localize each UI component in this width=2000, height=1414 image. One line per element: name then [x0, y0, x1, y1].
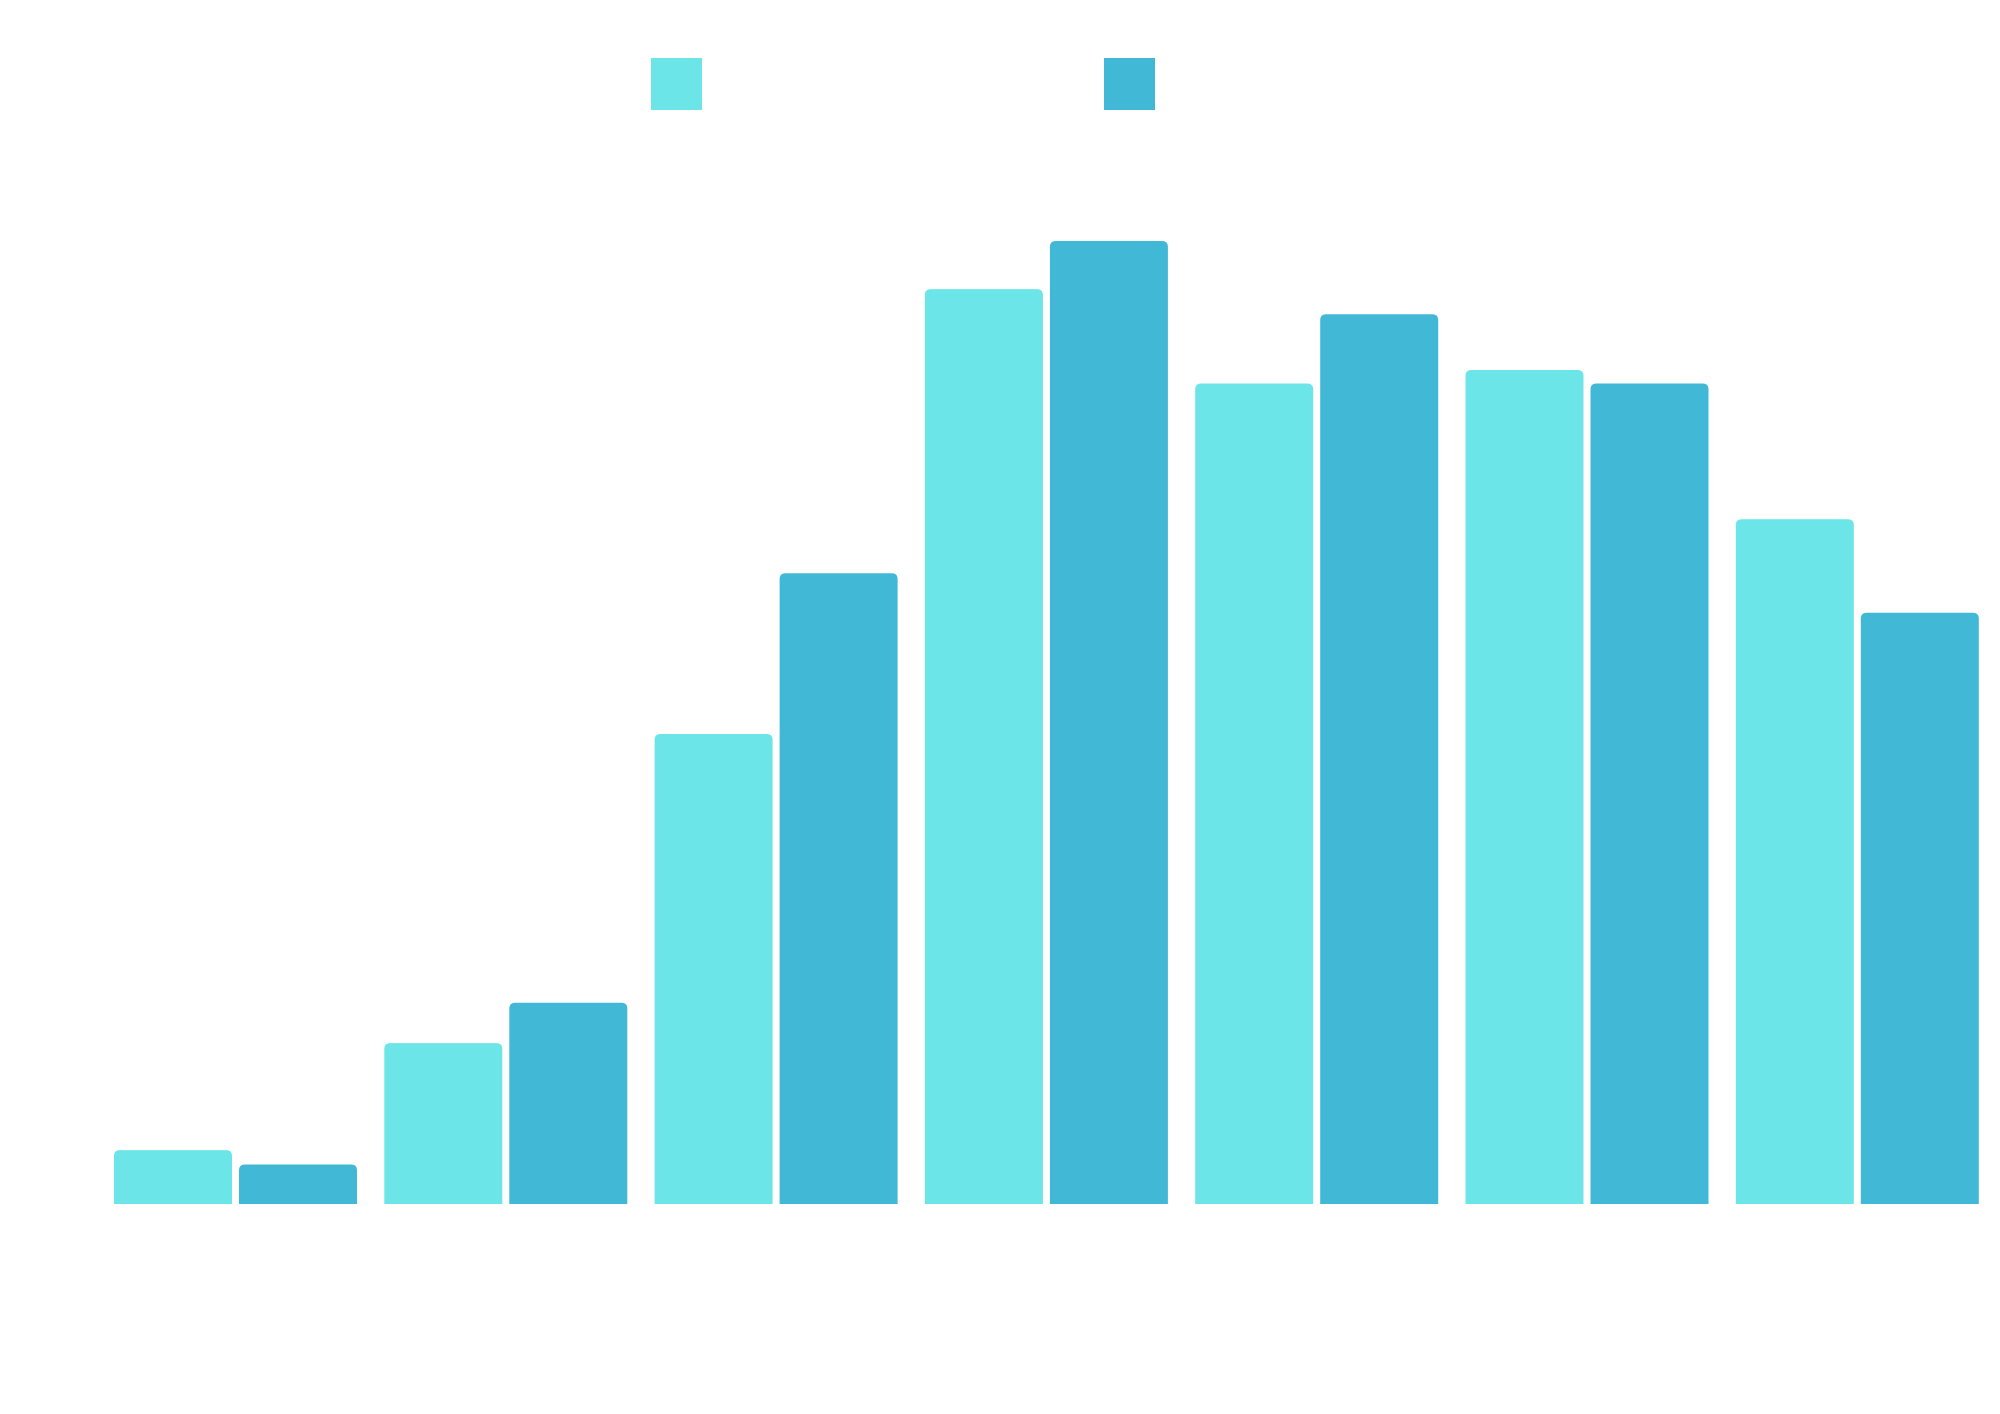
- bar-series-1-category-4: [924, 289, 1043, 1204]
- bar-series-2-category-2: [509, 1002, 628, 1204]
- legend-swatch-series-1: [651, 58, 702, 110]
- legend-swatch-series-2: [1104, 58, 1155, 110]
- bar-series-2-category-3: [779, 573, 898, 1204]
- bar-series-2-category-6: [1590, 383, 1709, 1204]
- bar-series-2-category-7: [1860, 612, 1979, 1204]
- bar-area: [114, 241, 1979, 1204]
- bar-series-1-category-1: [114, 1150, 232, 1204]
- bar-series-1-category-3: [654, 734, 773, 1204]
- bar-series-2-category-4: [1049, 241, 1168, 1204]
- bar-series-1-category-7: [1735, 519, 1854, 1204]
- bar-series-1-category-5: [1195, 383, 1314, 1204]
- bar-series-2-category-5: [1320, 314, 1439, 1204]
- legend: [651, 58, 1155, 110]
- bar-series-2-category-1: [239, 1164, 357, 1204]
- bar-series-1-category-6: [1465, 370, 1584, 1204]
- bar-series-1-category-2: [384, 1043, 503, 1204]
